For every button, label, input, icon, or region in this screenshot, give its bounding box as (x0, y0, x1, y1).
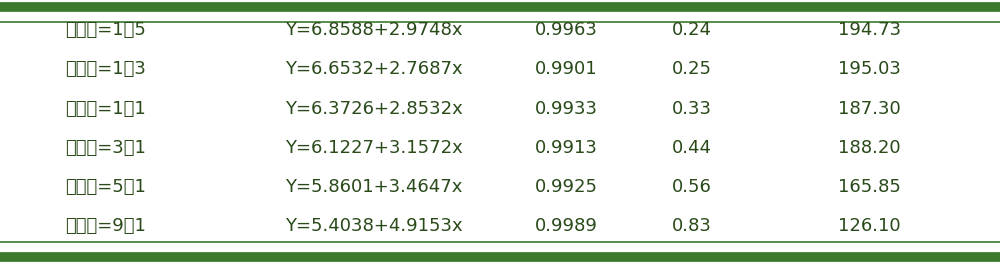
Text: 绩：氟=1：1: 绩：氟=1：1 (65, 100, 146, 117)
Text: 0.9989: 0.9989 (535, 217, 598, 235)
Text: 126.10: 126.10 (838, 217, 901, 235)
Text: Y=5.8601+3.4647x: Y=5.8601+3.4647x (285, 178, 462, 196)
Text: 绩：氟=1：3: 绩：氟=1：3 (65, 60, 146, 78)
Text: 0.24: 0.24 (672, 21, 712, 39)
Text: 0.56: 0.56 (672, 178, 712, 196)
Text: 0.44: 0.44 (672, 139, 712, 157)
Text: Y=6.6532+2.7687x: Y=6.6532+2.7687x (285, 60, 463, 78)
Text: 194.73: 194.73 (838, 21, 901, 39)
Text: 0.9913: 0.9913 (535, 139, 598, 157)
Text: 0.83: 0.83 (672, 217, 712, 235)
Text: 195.03: 195.03 (838, 60, 901, 78)
Text: 187.30: 187.30 (838, 100, 901, 117)
Text: 188.20: 188.20 (838, 139, 901, 157)
Text: 绩：氟=5：1: 绩：氟=5：1 (65, 178, 146, 196)
Text: 0.9925: 0.9925 (535, 178, 598, 196)
Text: Y=6.8588+2.9748x: Y=6.8588+2.9748x (285, 21, 462, 39)
Text: 0.9901: 0.9901 (535, 60, 598, 78)
Text: 绩：氟=1：5: 绩：氟=1：5 (65, 21, 146, 39)
Text: 0.25: 0.25 (672, 60, 712, 78)
Text: 165.85: 165.85 (838, 178, 901, 196)
Text: 绩：氟=9：1: 绩：氟=9：1 (65, 217, 146, 235)
Text: 0.9933: 0.9933 (535, 100, 598, 117)
Text: Y=5.4038+4.9153x: Y=5.4038+4.9153x (285, 217, 463, 235)
Text: 0.33: 0.33 (672, 100, 712, 117)
Text: Y=6.3726+2.8532x: Y=6.3726+2.8532x (285, 100, 463, 117)
Text: 绩：氟=3：1: 绩：氟=3：1 (65, 139, 146, 157)
Text: Y=6.1227+3.1572x: Y=6.1227+3.1572x (285, 139, 463, 157)
Text: 0.9963: 0.9963 (535, 21, 598, 39)
